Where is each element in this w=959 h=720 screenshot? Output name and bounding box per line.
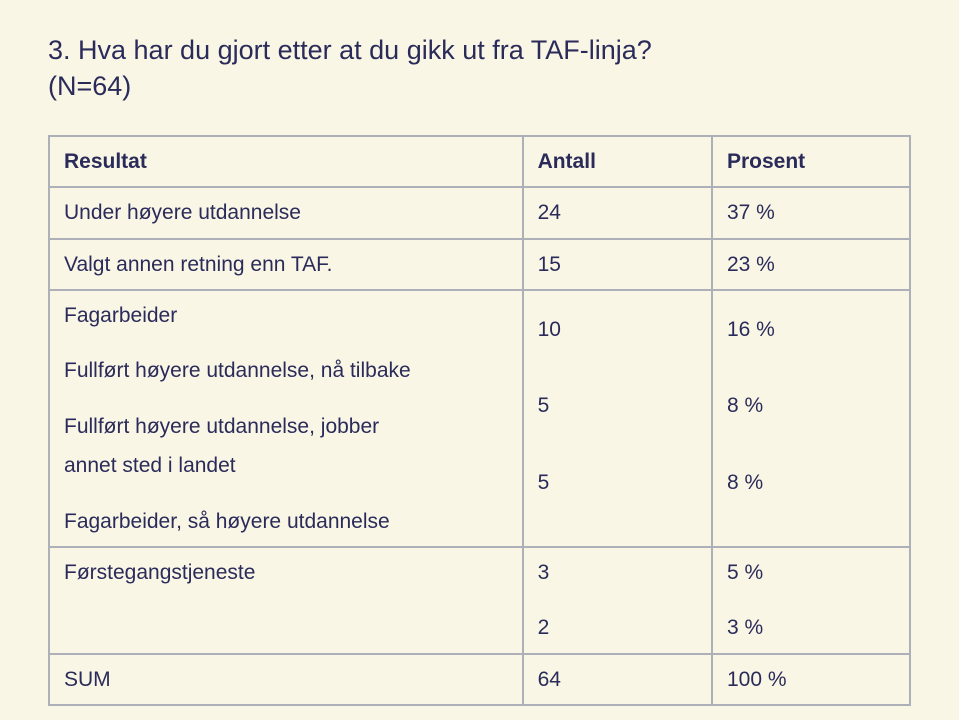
results-table: Resultat Antall Prosent Under høyere utd… — [48, 135, 911, 706]
multi-value: 8 % — [727, 468, 895, 497]
multi-value: 5 — [538, 468, 697, 497]
cell-label: SUM — [49, 654, 523, 705]
table-header-row: Resultat Antall Prosent — [49, 136, 910, 187]
multi-value: 10 — [538, 315, 697, 344]
title-line-2: (N=64) — [48, 71, 131, 101]
cell-label: Under høyere utdannelse — [49, 187, 523, 238]
multi-label: annet sted i landet — [64, 451, 508, 480]
page-title: 3. Hva har du gjort etter at du gikk ut … — [48, 32, 911, 105]
cell-prosent: 37 % — [712, 187, 910, 238]
spacer — [64, 396, 508, 402]
table-row: Valgt annen retning enn TAF. 15 23 % — [49, 239, 910, 290]
multi-value: 5 — [538, 391, 697, 420]
multi-label: Fullført høyere utdannelse, jobber — [64, 412, 508, 441]
pair-value: 3 — [538, 558, 697, 587]
multi-label: Fagarbeider, så høyere utdannelse — [64, 507, 508, 536]
table-row-pair: Førstegangstjeneste 3 2 5 % 3 % — [49, 547, 910, 654]
pair-value: 3 % — [727, 613, 895, 642]
multi-label: Fullført høyere utdannelse, nå tilbake — [64, 356, 508, 385]
spacer — [64, 491, 508, 497]
table-row: Under høyere utdannelse 24 37 % — [49, 187, 910, 238]
title-line-1: 3. Hva har du gjort etter at du gikk ut … — [48, 35, 652, 65]
col-header-prosent: Prosent — [712, 136, 910, 187]
cell-prosent: 23 % — [712, 239, 910, 290]
cell-antall: 15 — [523, 239, 712, 290]
cell-label: Valgt annen retning enn TAF. — [49, 239, 523, 290]
col-header-antall: Antall — [523, 136, 712, 187]
table-row-multi: Fagarbeider Fullført høyere utdannelse, … — [49, 290, 910, 547]
spacer — [64, 340, 508, 346]
page: 3. Hva har du gjort etter at du gikk ut … — [0, 0, 959, 720]
cell-prosent-pair: 5 % 3 % — [712, 547, 910, 654]
pair-value: 2 — [538, 613, 697, 642]
cell-label: Førstegangstjeneste — [49, 547, 523, 654]
cell-label-multi: Fagarbeider Fullført høyere utdannelse, … — [49, 290, 523, 547]
multi-value: 16 % — [727, 315, 895, 344]
table-row-sum: SUM 64 100 % — [49, 654, 910, 705]
cell-prosent-multi: 16 % 8 % 8 % — [712, 290, 910, 547]
col-header-resultat: Resultat — [49, 136, 523, 187]
multi-label: Fagarbeider — [64, 301, 508, 330]
cell-antall: 24 — [523, 187, 712, 238]
cell-antall: 64 — [523, 654, 712, 705]
cell-antall-pair: 3 2 — [523, 547, 712, 654]
cell-antall-multi: 10 5 5 — [523, 290, 712, 547]
pair-value: 5 % — [727, 558, 895, 587]
multi-value: 8 % — [727, 391, 895, 420]
cell-prosent: 100 % — [712, 654, 910, 705]
